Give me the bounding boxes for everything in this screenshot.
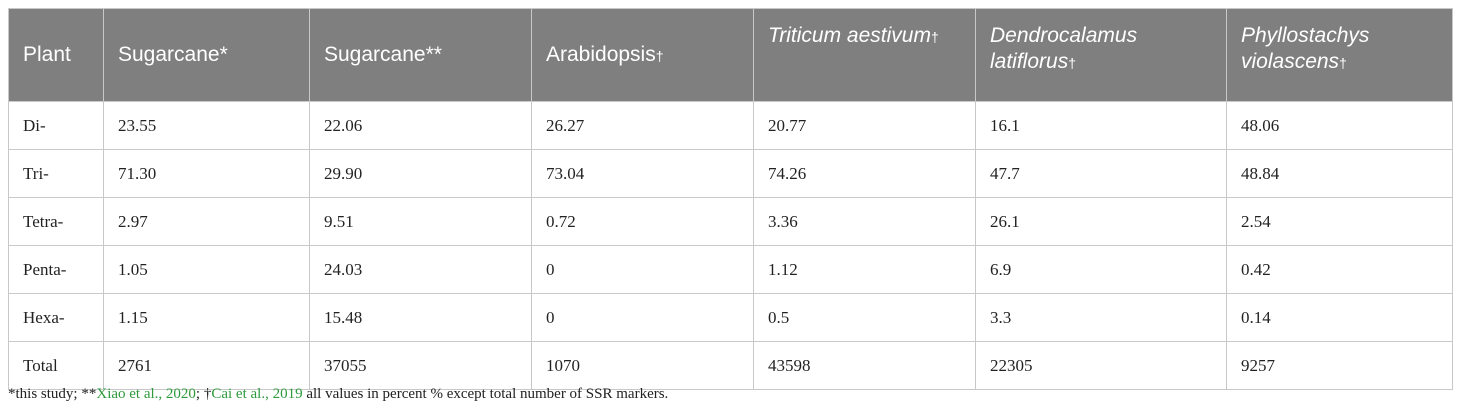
- header-text: Sugarcane*: [118, 43, 228, 66]
- cell: 22305: [975, 341, 1227, 390]
- table-row: Tri- 71.30 29.90 73.04 74.26 47.7 48.84: [8, 149, 1453, 198]
- cell: 47.7: [975, 149, 1227, 198]
- row-label: Tri-: [8, 149, 104, 198]
- table-row: Penta- 1.05 24.03 0 1.12 6.9 0.42: [8, 245, 1453, 294]
- cell: 1.15: [103, 293, 310, 342]
- table-body: Di- 23.55 22.06 26.27 20.77 16.1 48.06 Tri- 71.3…: [8, 101, 1453, 390]
- cell: 3.36: [753, 197, 976, 246]
- cell: 20.77: [753, 101, 976, 150]
- cell: 48.06: [1226, 101, 1453, 150]
- header-text: Phyllostachys violascens: [1241, 24, 1370, 73]
- header-mark: †: [930, 29, 939, 45]
- cell: 74.26: [753, 149, 976, 198]
- cell: 48.84: [1226, 149, 1453, 198]
- cell: 16.1: [975, 101, 1227, 150]
- cell: 9.51: [309, 197, 532, 246]
- cell: 1.12: [753, 245, 976, 294]
- row-label: Tetra-: [8, 197, 104, 246]
- cell: 26.27: [531, 101, 754, 150]
- cell: 0.14: [1226, 293, 1453, 342]
- data-table: Plant Sugarcane* Sugarcane** Arabidopsis† Tr…: [8, 8, 1453, 390]
- cell: 0: [531, 245, 754, 294]
- header-cell: Triticum aestivum†: [753, 8, 976, 102]
- cell: 71.30: [103, 149, 310, 198]
- cell: 22.06: [309, 101, 532, 150]
- cell: 37055: [309, 341, 532, 390]
- footnote: *this study; **Xiao et al., 2020; †Cai e…: [8, 386, 668, 403]
- header-cell: Sugarcane*: [103, 8, 310, 102]
- header-cell: Phyllostachys violascens†: [1226, 8, 1453, 102]
- footnote-text: all values in percent % except total num…: [302, 386, 669, 402]
- header-cell: Sugarcane**: [309, 8, 532, 102]
- header-text: Plant: [23, 43, 71, 66]
- header-text: Triticum aestivum: [768, 24, 931, 47]
- header-cell: Arabidopsis†: [531, 8, 754, 102]
- row-label: Penta-: [8, 245, 104, 294]
- header-row: Plant Sugarcane* Sugarcane** Arabidopsis† Tr…: [8, 8, 1453, 102]
- cell: 2.97: [103, 197, 310, 246]
- cell: 24.03: [309, 245, 532, 294]
- citation-link[interactable]: Xiao et al., 2020: [96, 386, 196, 402]
- header-text: Dendrocalamus latiflorus: [990, 24, 1138, 73]
- table-row: Hexa- 1.15 15.48 0 0.5 3.3 0.14: [8, 293, 1453, 342]
- cell: 0: [531, 293, 754, 342]
- header-mark: †: [1339, 55, 1347, 71]
- cell: 0.42: [1226, 245, 1453, 294]
- table-row: Di- 23.55 22.06 26.27 20.77 16.1 48.06: [8, 101, 1453, 150]
- cell: 2761: [103, 341, 310, 390]
- footnote-text: *this study; **: [8, 386, 97, 402]
- cell: 6.9: [975, 245, 1227, 294]
- header-mark: †: [1068, 55, 1076, 71]
- header-mark: †: [655, 47, 664, 64]
- cell: 3.3: [975, 293, 1227, 342]
- cell: 43598: [753, 341, 976, 390]
- cell: 29.90: [309, 149, 532, 198]
- cell: 9257: [1226, 341, 1453, 390]
- table-row: Tetra- 2.97 9.51 0.72 3.36 26.1 2.54: [8, 197, 1453, 246]
- table-row: Total 2761 37055 1070 43598 22305 9257: [8, 341, 1453, 390]
- cell: 15.48: [309, 293, 532, 342]
- footnote-text: ; †: [195, 386, 212, 402]
- row-label: Total: [8, 341, 104, 390]
- cell: 1070: [531, 341, 754, 390]
- row-label: Hexa-: [8, 293, 104, 342]
- cell: 2.54: [1226, 197, 1453, 246]
- cell: 1.05: [103, 245, 310, 294]
- row-label: Di-: [8, 101, 104, 150]
- citation-link[interactable]: Cai et al., 2019: [211, 386, 303, 402]
- cell: 26.1: [975, 197, 1227, 246]
- cell: 0.5: [753, 293, 976, 342]
- header-text: Arabidopsis: [546, 42, 656, 66]
- cell: 0.72: [531, 197, 754, 246]
- cell: 23.55: [103, 101, 310, 150]
- cell: 73.04: [531, 149, 754, 198]
- header-cell: Dendrocalamus latiflorus†: [975, 8, 1227, 102]
- header-text: Sugarcane**: [324, 43, 442, 66]
- header-cell: Plant: [8, 8, 104, 102]
